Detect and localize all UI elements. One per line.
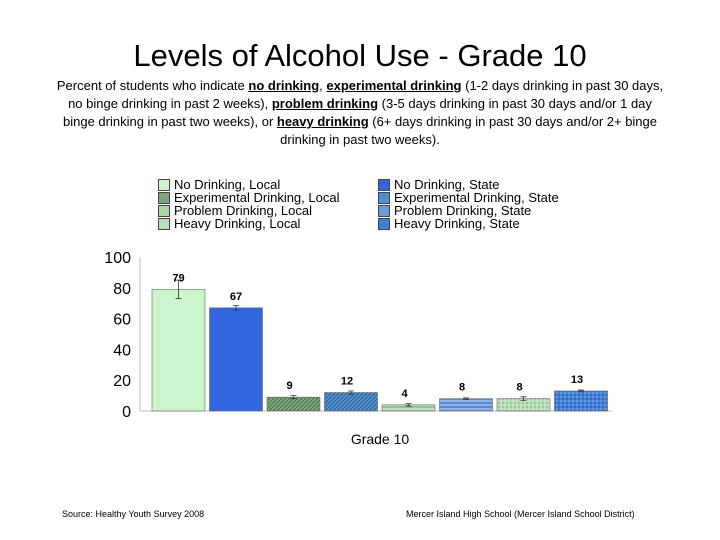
legend-item: No Drinking, State xyxy=(378,178,500,191)
legend-label: Heavy Drinking, Local xyxy=(174,216,301,231)
data-label: 79 xyxy=(172,272,184,284)
error-bar xyxy=(463,397,469,400)
legend-item: Problem Drinking, State xyxy=(378,204,531,217)
error-bar xyxy=(175,279,182,299)
chart-data-labels: 79 67 9 12 4 8 8 13 xyxy=(172,272,583,400)
bar xyxy=(439,398,493,412)
legend-swatch xyxy=(158,178,170,191)
legend-label: Experimental Drinking, State xyxy=(394,190,559,205)
data-label: 13 xyxy=(571,374,583,386)
legend-item: Experimental Drinking, Local xyxy=(158,191,339,204)
subtitle-term-problem: problem drinking xyxy=(271,96,379,111)
data-label: 9 xyxy=(286,380,292,392)
error-bar xyxy=(290,395,297,400)
bar xyxy=(209,307,263,412)
legend-item: Heavy Drinking, Local xyxy=(158,217,300,230)
chart-bars xyxy=(151,279,608,412)
data-label: 67 xyxy=(230,291,242,303)
legend-label: Experimental Drinking, Local xyxy=(174,190,340,205)
y-tick-label: 20 xyxy=(113,373,131,390)
bar xyxy=(324,392,378,412)
subtitle-text-1: Percent of students who indicate xyxy=(56,78,249,93)
data-label: 4 xyxy=(401,388,408,400)
data-label: 8 xyxy=(459,382,465,394)
bar xyxy=(554,390,608,412)
legend-label: No Drinking, State xyxy=(394,177,500,192)
bar xyxy=(151,289,206,412)
chart-subtitle: Percent of students who indicate no drin… xyxy=(52,77,668,149)
subtitle-text-3: (1-2 days drinking in past 30 days, no b… xyxy=(68,78,664,111)
legend-swatch xyxy=(158,217,170,230)
y-tick-label: 40 xyxy=(113,342,131,359)
error-bar xyxy=(578,389,584,393)
legend-swatch xyxy=(378,204,390,217)
chart-legend: No Drinking, Local No Drinking, State Expe… xyxy=(158,178,598,230)
subtitle-text-2: , xyxy=(319,78,327,93)
legend-item: Heavy Drinking, State xyxy=(378,217,520,230)
subtitle-term-experimental: experimental drinking xyxy=(326,78,462,93)
data-label: 8 xyxy=(516,382,522,394)
error-bar xyxy=(405,403,412,407)
subtitle-term-no-drinking: no drinking xyxy=(248,78,320,93)
legend-label: Heavy Drinking, State xyxy=(394,216,520,231)
school-footnote: Mercer Island High School (Mercer Island… xyxy=(406,509,635,519)
bar xyxy=(266,396,321,412)
chart-title: Levels of Alcohol Use - Grade 10 xyxy=(133,38,587,73)
y-tick-label: 60 xyxy=(113,312,131,329)
subtitle-text-4: (3-5 days drinking in past 30 days and/o… xyxy=(63,96,652,129)
legend-item: Experimental Drinking, State xyxy=(378,191,559,204)
legend-item: No Drinking, Local xyxy=(158,178,280,191)
error-bar xyxy=(348,390,354,395)
error-bar xyxy=(233,305,239,311)
x-axis-label: Grade 10 xyxy=(351,431,410,447)
y-tick-label: 80 xyxy=(113,281,131,298)
legend-swatch xyxy=(158,191,170,204)
subtitle-term-heavy: heavy drinking xyxy=(276,114,369,129)
subtitle-text-5: (6+ days drinking in past 30 days and/or… xyxy=(280,114,657,147)
legend-swatch xyxy=(158,204,170,217)
data-label: 12 xyxy=(341,376,353,388)
error-bar xyxy=(520,396,527,401)
legend-swatch xyxy=(378,178,390,191)
legend-item: Problem Drinking, Local xyxy=(158,204,312,217)
y-tick-label: 0 xyxy=(122,404,131,421)
legend-label: Problem Drinking, Local xyxy=(174,203,313,218)
source-footnote: Source: Healthy Youth Survey 2008 xyxy=(62,509,205,519)
legend-label: No Drinking, Local xyxy=(174,177,281,192)
y-tick-label: 100 xyxy=(104,250,131,267)
legend-label: Problem Drinking, State xyxy=(394,203,532,218)
legend-swatch xyxy=(378,217,390,230)
legend-swatch xyxy=(378,191,390,204)
